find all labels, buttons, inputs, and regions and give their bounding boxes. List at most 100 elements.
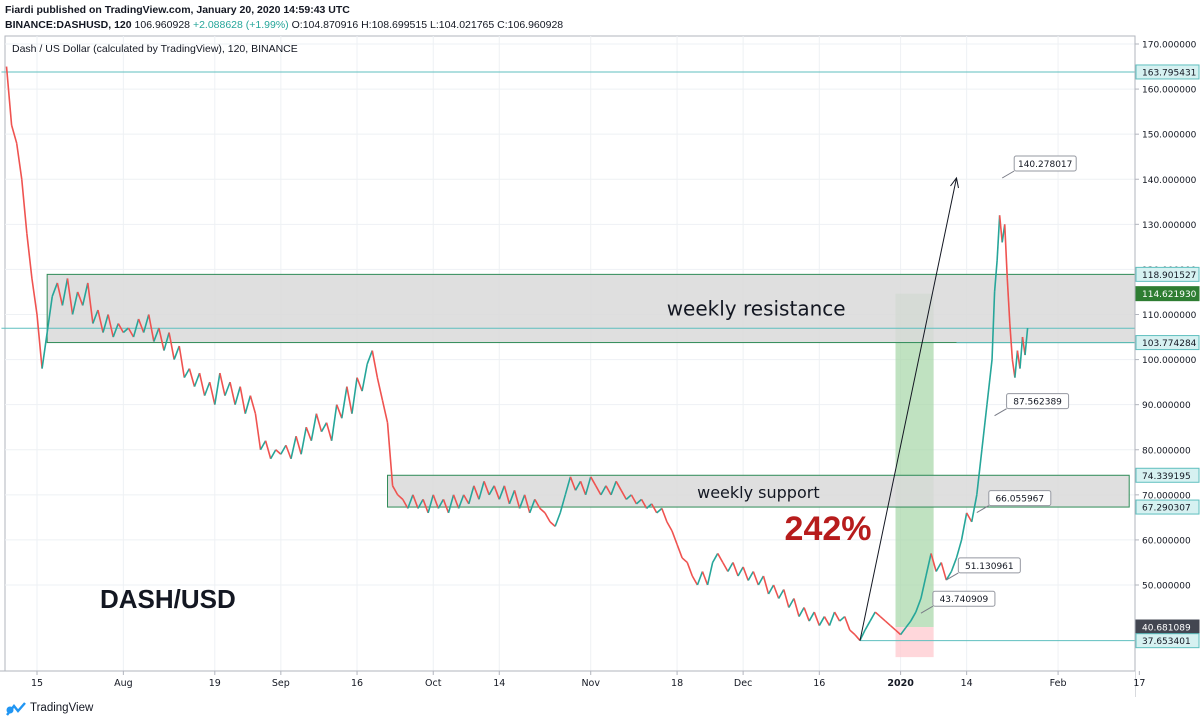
x-tick-label: 14 <box>493 678 505 689</box>
price-segment <box>158 327 165 351</box>
price-segment <box>747 571 754 581</box>
price-label-box <box>1135 633 1200 649</box>
x-tick-label: 14 <box>961 678 973 689</box>
time-axis: 15 Aug 19 Sep 16 Oct 14 Nov 18 Dec 16 2020 14 Feb 17 <box>0 670 1145 697</box>
price-segment <box>869 611 876 622</box>
price-segment <box>503 485 511 505</box>
price-segment <box>102 314 109 333</box>
price-segment <box>407 494 414 509</box>
price-segment <box>910 611 917 622</box>
price-segment <box>996 215 1001 261</box>
x-tick-label: Dec <box>734 678 752 689</box>
price-segment <box>198 372 206 396</box>
price-segment <box>381 399 389 423</box>
price-segment <box>539 507 546 514</box>
price-segment <box>46 296 54 333</box>
price-segment <box>1014 350 1019 378</box>
price-segment <box>285 444 292 460</box>
tradingview-brand[interactable]: TradingView <box>30 702 94 714</box>
price-segment <box>650 503 658 514</box>
price-segment <box>930 553 937 572</box>
price-segment <box>833 611 841 622</box>
price-segment <box>696 571 704 586</box>
x-tick-label: 16 <box>351 678 363 689</box>
price-segment <box>330 404 338 441</box>
price-callout: 51.130961 <box>946 557 1021 581</box>
price-segment <box>656 507 663 514</box>
price-segment <box>965 512 973 523</box>
price-label-text: 40.681089 <box>1142 624 1191 634</box>
price-segment <box>874 611 881 618</box>
price-segment <box>727 562 734 572</box>
price-segment <box>950 557 958 572</box>
x-tick-label: 18 <box>671 678 683 689</box>
price-segment <box>239 386 247 414</box>
price-segment <box>112 323 120 338</box>
price-label: 114.621930 <box>1135 286 1200 302</box>
price-segment <box>788 598 795 608</box>
price-label-text: 114.621930 <box>1142 290 1197 300</box>
price-segment <box>569 476 577 491</box>
y-tick-label: 80.000000 <box>1142 446 1191 456</box>
price-segment <box>849 629 856 636</box>
price-segment <box>56 282 64 306</box>
price-segment <box>269 449 277 460</box>
price-segment <box>366 350 374 365</box>
price-segment <box>290 436 297 459</box>
price-segment <box>722 562 729 572</box>
price-segment <box>478 481 485 500</box>
price-segment <box>544 512 551 523</box>
price-segment <box>777 589 785 599</box>
y-tick-label: 70.000000 <box>1142 491 1191 501</box>
y-tick-label: 50.000000 <box>1142 582 1191 592</box>
price-segment <box>122 327 129 334</box>
price-segment <box>371 350 379 378</box>
price-segment <box>574 480 582 491</box>
price-segment <box>41 332 48 369</box>
callout-box <box>957 557 1021 574</box>
price-label: 118.901527 <box>1135 266 1200 282</box>
price-segment <box>782 589 790 608</box>
callout-pointer <box>920 605 934 614</box>
projection-down-box <box>895 627 934 658</box>
price-segment <box>36 314 43 369</box>
price-segment <box>823 616 831 626</box>
price-segment <box>671 530 678 545</box>
price-segment <box>894 629 902 636</box>
price-segment <box>523 494 531 514</box>
price-segment <box>66 278 74 315</box>
callout-pointer <box>1001 170 1015 179</box>
x-tick-label: Feb <box>1050 678 1067 689</box>
price-segment <box>915 598 922 613</box>
price-label-box <box>1135 64 1200 80</box>
y-tick-label: 100.000000 <box>1142 356 1197 366</box>
price-label-box <box>1135 467 1200 483</box>
price-segment <box>15 143 23 180</box>
price-segment <box>920 575 927 599</box>
price-segment <box>590 476 597 487</box>
x-tick-label: Aug <box>114 678 133 689</box>
price-segment <box>737 566 744 577</box>
price-segment <box>839 615 846 622</box>
callout-box <box>1006 393 1070 410</box>
callout-pointer <box>994 408 1007 417</box>
price-segment <box>1006 278 1011 324</box>
price-segment <box>559 494 567 514</box>
price-segment <box>993 260 998 293</box>
y-tick-label: 90.000000 <box>1142 401 1191 411</box>
tradingview-logo-icon[interactable] <box>6 701 26 717</box>
x-tick-label: 19 <box>209 678 221 689</box>
price-segment <box>717 553 724 563</box>
x-tick-label: Nov <box>581 678 600 689</box>
pair-label: DASH/USD <box>100 584 236 614</box>
y-tick-label: 150.000000 <box>1142 131 1197 141</box>
price-segment <box>178 345 186 378</box>
price-segment <box>305 426 313 442</box>
y-tick-label: 170.000000 <box>1142 41 1197 51</box>
price-label-text: 67.290307 <box>1142 504 1191 514</box>
price-segment <box>879 615 886 622</box>
price-segment <box>686 562 694 577</box>
price-segment <box>183 368 191 379</box>
ohlc-info: BINANCE:DASHUSD, 120 106.960928 +2.08862… <box>5 19 563 31</box>
